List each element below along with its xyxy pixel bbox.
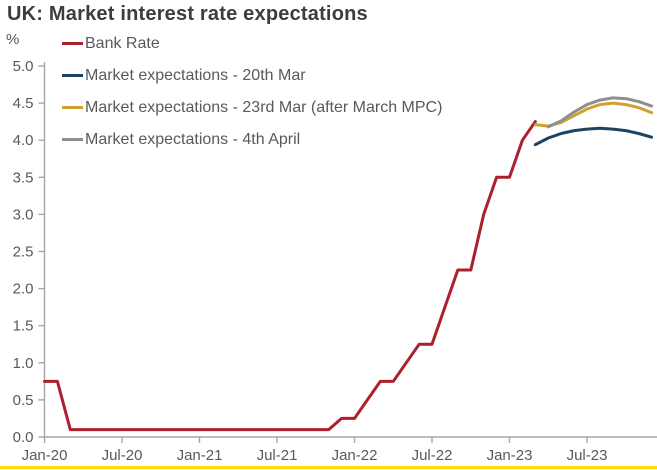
legend-label-expectations-20th-mar: Market expectations - 20th Mar (85, 66, 306, 84)
y-tick-label: 5.0 (13, 58, 34, 75)
x-tick-label: Jul-20 (102, 447, 143, 464)
y-tick-label: 0.0 (13, 429, 34, 446)
x-tick-label: Jul-22 (412, 447, 453, 464)
y-tick-label: 1.0 (13, 355, 34, 372)
y-tick-label: 1.5 (13, 318, 34, 335)
y-tick-label: 2.5 (13, 244, 34, 261)
y-tick-label: 3.5 (13, 169, 34, 186)
x-tick-label: Jan-22 (332, 447, 378, 464)
legend: Bank Rate Market expectations - 20th Mar… (62, 35, 442, 148)
legend-item-bank-rate: Bank Rate (62, 35, 442, 52)
y-tick-label: 4.5 (13, 95, 34, 112)
legend-item-expectations-20th-mar: Market expectations - 20th Mar (62, 67, 442, 84)
y-axis-unit-label: % (6, 31, 20, 48)
legend-label-expectations-23rd-mar: Market expectations - 23rd Mar (after Ma… (85, 98, 443, 116)
series-line-3 (546, 96, 654, 129)
y-tick-label: 0.5 (13, 392, 34, 409)
series-line-0 (43, 120, 537, 432)
x-tick-label: Jul-21 (257, 447, 298, 464)
legend-swatch-expectations-20th-mar (62, 74, 83, 77)
legend-item-expectations-4th-april: Market expectations - 4th April (62, 131, 442, 148)
legend-label-expectations-4th-april: Market expectations - 4th April (85, 130, 301, 148)
y-tick-label: 4.0 (13, 132, 34, 149)
x-tick-label: Jul-23 (567, 447, 608, 464)
bottom-accent-line (0, 466, 657, 469)
legend-label-bank-rate: Bank Rate (85, 34, 160, 52)
legend-item-expectations-23rd-mar: Market expectations - 23rd Mar (after Ma… (62, 99, 442, 116)
series-line-2 (533, 101, 654, 128)
y-tick-label: 3.0 (13, 206, 34, 223)
y-tick-label: 2.0 (13, 281, 34, 298)
legend-swatch-bank-rate (62, 42, 83, 45)
x-tick-label: Jan-23 (487, 447, 533, 464)
x-tick-label: Jan-21 (177, 447, 223, 464)
series-line-1 (533, 126, 654, 147)
legend-swatch-expectations-23rd-mar (62, 106, 83, 109)
page-title: UK: Market interest rate expectations (7, 3, 368, 25)
legend-swatch-expectations-4th-april (62, 138, 83, 141)
x-tick-label: Jan-20 (22, 447, 68, 464)
